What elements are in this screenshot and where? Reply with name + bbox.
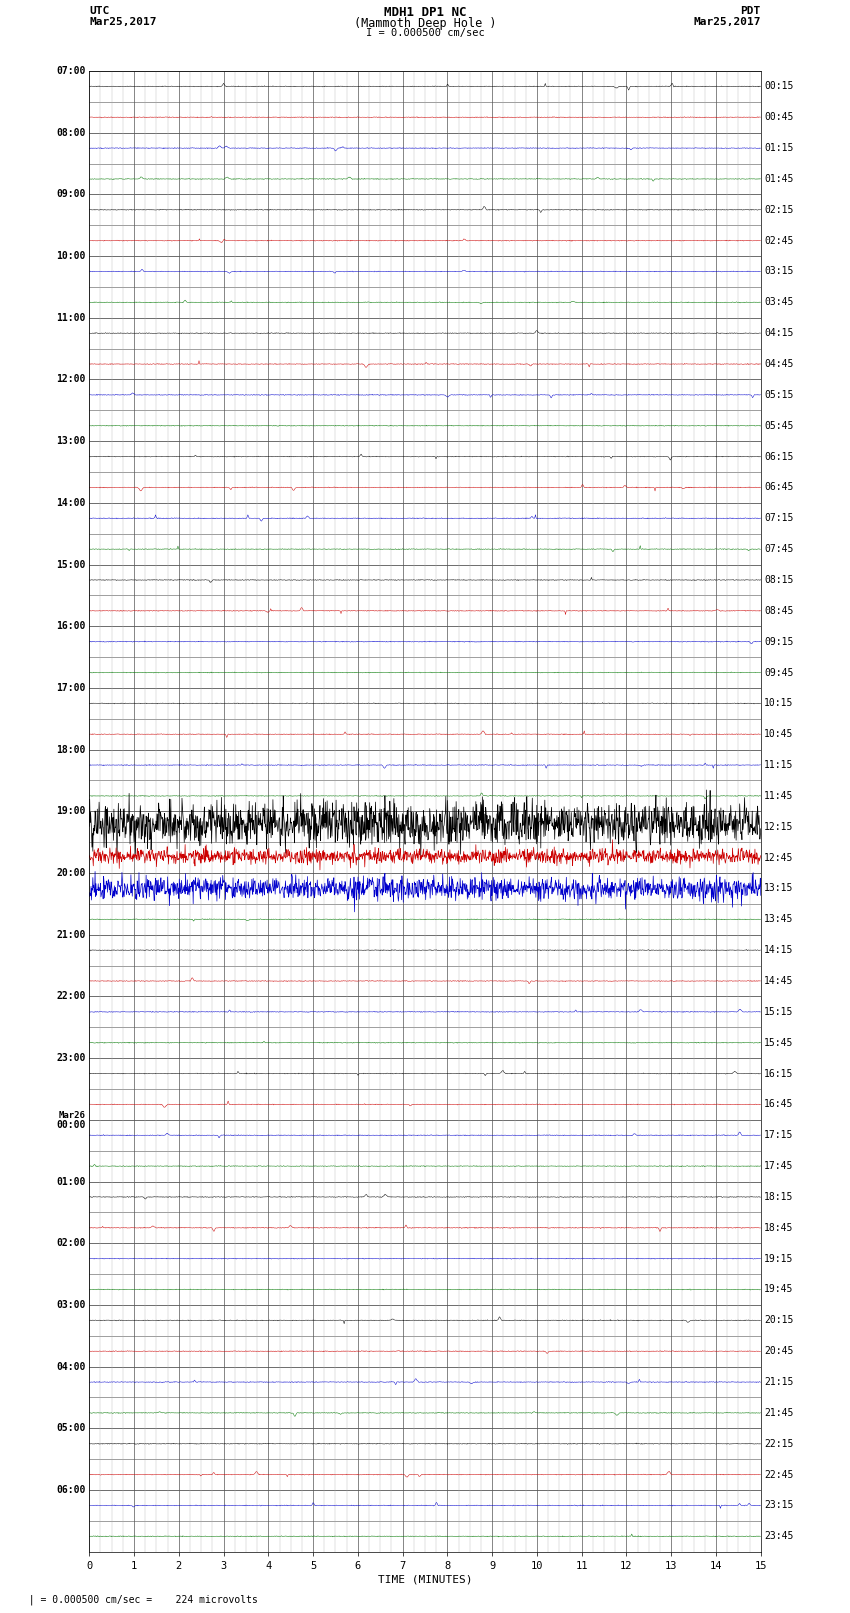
Text: 00:45: 00:45 xyxy=(764,113,794,123)
Text: Mar25,2017: Mar25,2017 xyxy=(694,18,761,27)
Text: 03:00: 03:00 xyxy=(56,1300,86,1310)
Text: 22:45: 22:45 xyxy=(764,1469,794,1479)
Text: 07:00: 07:00 xyxy=(56,66,86,76)
Text: 11:00: 11:00 xyxy=(56,313,86,323)
Text: 15:15: 15:15 xyxy=(764,1007,794,1016)
Text: 14:45: 14:45 xyxy=(764,976,794,986)
Text: 01:15: 01:15 xyxy=(764,144,794,153)
Text: 10:00: 10:00 xyxy=(56,252,86,261)
Text: 03:15: 03:15 xyxy=(764,266,794,276)
Text: 19:15: 19:15 xyxy=(764,1253,794,1263)
Text: I = 0.000500 cm/sec: I = 0.000500 cm/sec xyxy=(366,29,484,39)
Text: 21:00: 21:00 xyxy=(56,929,86,940)
Text: 16:45: 16:45 xyxy=(764,1100,794,1110)
Text: 08:45: 08:45 xyxy=(764,606,794,616)
Text: UTC: UTC xyxy=(89,5,110,16)
Text: 00:00: 00:00 xyxy=(56,1119,86,1129)
Text: 05:45: 05:45 xyxy=(764,421,794,431)
Text: 03:45: 03:45 xyxy=(764,297,794,308)
Text: 21:45: 21:45 xyxy=(764,1408,794,1418)
Text: 07:45: 07:45 xyxy=(764,544,794,555)
X-axis label: TIME (MINUTES): TIME (MINUTES) xyxy=(377,1574,473,1586)
Text: 18:15: 18:15 xyxy=(764,1192,794,1202)
Text: 18:45: 18:45 xyxy=(764,1223,794,1232)
Text: 05:00: 05:00 xyxy=(56,1423,86,1434)
Text: (Mammoth Deep Hole ): (Mammoth Deep Hole ) xyxy=(354,18,496,31)
Text: 21:15: 21:15 xyxy=(764,1378,794,1387)
Text: 17:45: 17:45 xyxy=(764,1161,794,1171)
Text: 11:15: 11:15 xyxy=(764,760,794,769)
Text: 00:15: 00:15 xyxy=(764,81,794,92)
Text: 22:15: 22:15 xyxy=(764,1439,794,1448)
Text: 06:45: 06:45 xyxy=(764,482,794,492)
Text: | = 0.000500 cm/sec =    224 microvolts: | = 0.000500 cm/sec = 224 microvolts xyxy=(17,1594,258,1605)
Text: 15:45: 15:45 xyxy=(764,1037,794,1048)
Text: 14:15: 14:15 xyxy=(764,945,794,955)
Text: 17:00: 17:00 xyxy=(56,682,86,694)
Text: 07:15: 07:15 xyxy=(764,513,794,523)
Text: 15:00: 15:00 xyxy=(56,560,86,569)
Text: 02:45: 02:45 xyxy=(764,235,794,245)
Text: 01:00: 01:00 xyxy=(56,1176,86,1187)
Text: 12:15: 12:15 xyxy=(764,821,794,832)
Text: 23:15: 23:15 xyxy=(764,1500,794,1510)
Text: 20:45: 20:45 xyxy=(764,1347,794,1357)
Text: Mar25,2017: Mar25,2017 xyxy=(89,18,156,27)
Text: 08:15: 08:15 xyxy=(764,574,794,586)
Text: 12:00: 12:00 xyxy=(56,374,86,384)
Text: 09:15: 09:15 xyxy=(764,637,794,647)
Text: 12:45: 12:45 xyxy=(764,853,794,863)
Text: 22:00: 22:00 xyxy=(56,992,86,1002)
Text: 06:00: 06:00 xyxy=(56,1486,86,1495)
Text: 01:45: 01:45 xyxy=(764,174,794,184)
Text: 04:45: 04:45 xyxy=(764,360,794,369)
Text: 23:45: 23:45 xyxy=(764,1531,794,1542)
Text: 02:00: 02:00 xyxy=(56,1239,86,1248)
Text: 13:00: 13:00 xyxy=(56,436,86,447)
Text: 19:00: 19:00 xyxy=(56,806,86,816)
Text: 20:15: 20:15 xyxy=(764,1315,794,1326)
Text: 06:15: 06:15 xyxy=(764,452,794,461)
Text: 04:00: 04:00 xyxy=(56,1361,86,1371)
Text: 23:00: 23:00 xyxy=(56,1053,86,1063)
Text: 02:15: 02:15 xyxy=(764,205,794,215)
Text: Mar26: Mar26 xyxy=(59,1111,86,1119)
Text: 13:15: 13:15 xyxy=(764,884,794,894)
Text: 16:00: 16:00 xyxy=(56,621,86,631)
Text: 16:15: 16:15 xyxy=(764,1068,794,1079)
Text: 05:15: 05:15 xyxy=(764,390,794,400)
Text: 09:00: 09:00 xyxy=(56,189,86,200)
Text: MDH1 DP1 NC: MDH1 DP1 NC xyxy=(383,5,467,19)
Text: 18:00: 18:00 xyxy=(56,745,86,755)
Text: 10:45: 10:45 xyxy=(764,729,794,739)
Text: 14:00: 14:00 xyxy=(56,498,86,508)
Text: 19:45: 19:45 xyxy=(764,1284,794,1295)
Text: 11:45: 11:45 xyxy=(764,790,794,802)
Text: 08:00: 08:00 xyxy=(56,127,86,137)
Text: PDT: PDT xyxy=(740,5,761,16)
Text: 20:00: 20:00 xyxy=(56,868,86,877)
Text: 13:45: 13:45 xyxy=(764,915,794,924)
Text: 10:15: 10:15 xyxy=(764,698,794,708)
Text: 17:15: 17:15 xyxy=(764,1131,794,1140)
Text: 09:45: 09:45 xyxy=(764,668,794,677)
Text: 04:15: 04:15 xyxy=(764,327,794,339)
